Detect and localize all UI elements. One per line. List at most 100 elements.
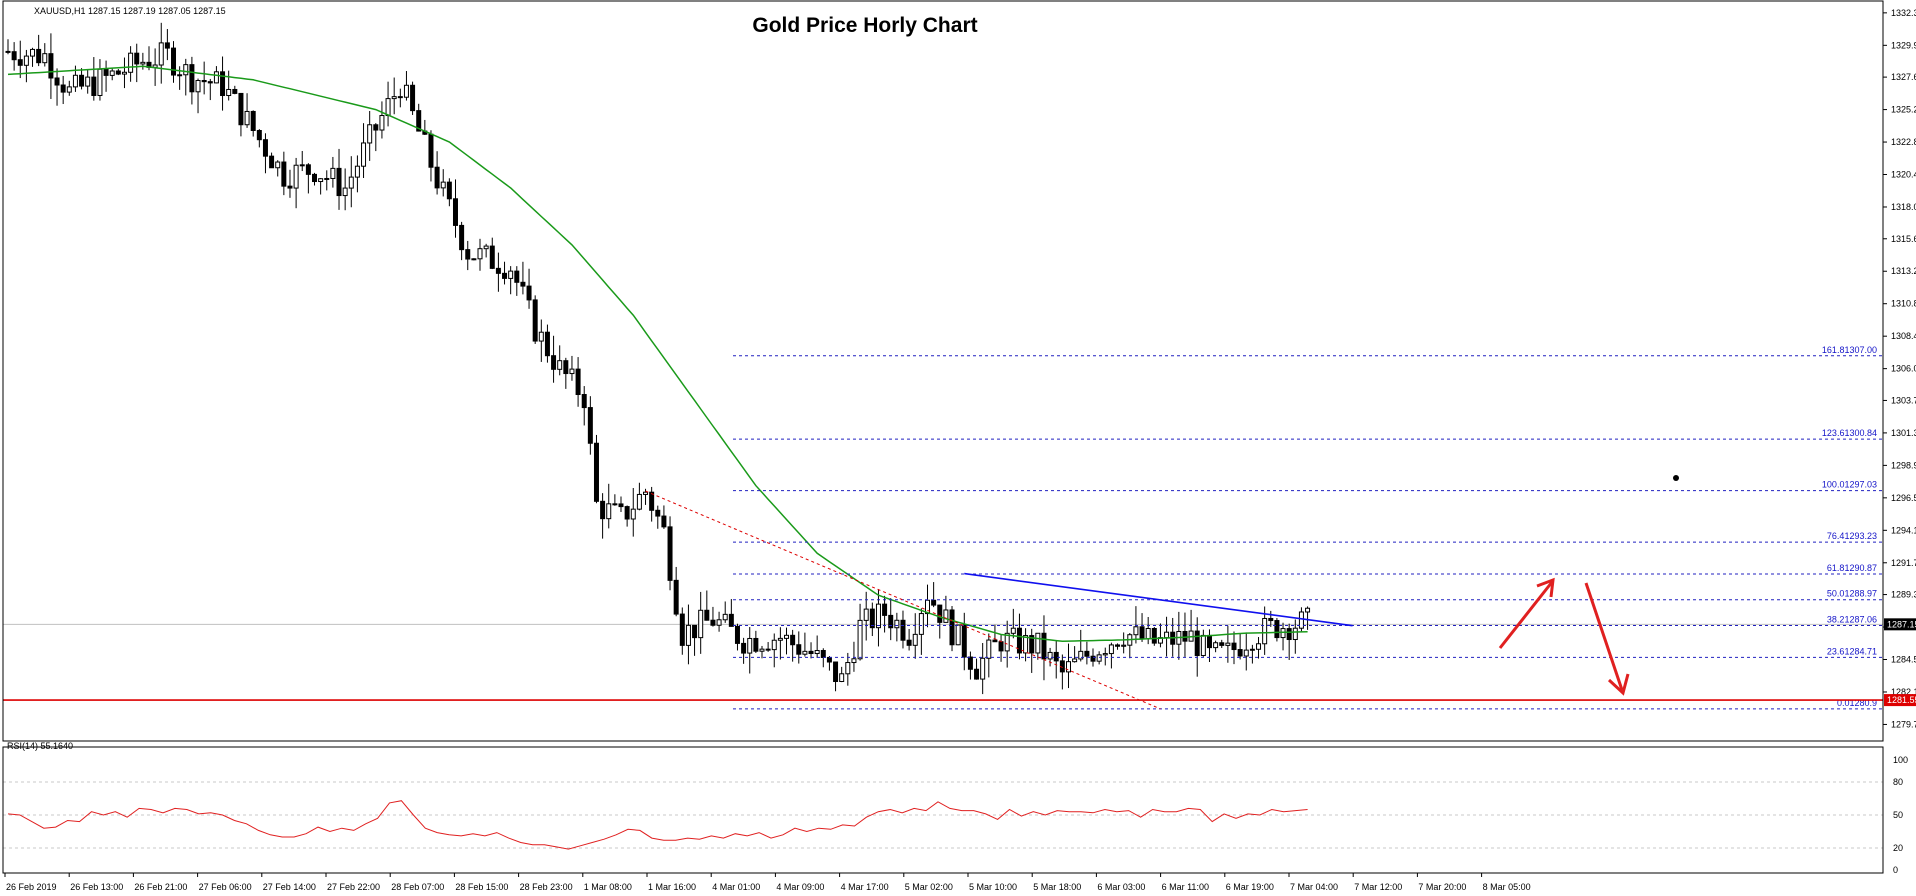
candle: [342, 168, 348, 211]
candle: [1102, 647, 1108, 666]
x-tick-label: 7 Mar 04:00: [1290, 882, 1338, 892]
candle: [587, 396, 593, 455]
candle: [618, 496, 624, 512]
candle: [1115, 643, 1121, 650]
candle: [489, 237, 495, 270]
candle: [220, 56, 226, 111]
last-price-tag: 1287.15: [1884, 618, 1916, 631]
y-tick-label: 1303.70: [1891, 395, 1916, 405]
candle: [312, 172, 317, 186]
candle: [17, 40, 23, 79]
candle: [459, 221, 465, 261]
svg-text:1287.15: 1287.15: [1887, 619, 1916, 629]
candle: [784, 627, 790, 655]
x-tick-label: 1 Mar 16:00: [648, 882, 696, 892]
candle: [845, 652, 851, 686]
fib-level-label: 161.81307.00: [1822, 345, 1877, 355]
svg-text:1281.55: 1281.55: [1887, 695, 1916, 705]
candle: [1151, 627, 1157, 646]
candle: [269, 152, 275, 169]
candle: [673, 566, 679, 617]
candle: [226, 70, 232, 101]
rsi-tick-label: 20: [1893, 843, 1903, 853]
candle: [514, 266, 520, 296]
candle: [471, 258, 477, 261]
candle: [495, 252, 501, 292]
candle: [1213, 640, 1219, 653]
candle: [765, 642, 771, 652]
candle: [183, 58, 189, 96]
candle: [575, 357, 581, 407]
candle: [508, 266, 514, 295]
candle: [747, 627, 753, 674]
x-tick-label: 5 Mar 02:00: [905, 882, 953, 892]
candle: [1035, 632, 1041, 660]
candle: [728, 599, 734, 627]
candle: [1292, 619, 1298, 654]
trend-lines: [3, 475, 1883, 710]
candle: [1305, 606, 1311, 630]
candle: [373, 123, 379, 152]
candle: [318, 178, 324, 195]
candle: [452, 179, 458, 238]
candle: [54, 68, 60, 106]
candle: [532, 295, 538, 344]
candle: [833, 661, 839, 692]
candle: [563, 357, 569, 389]
candle: [1249, 644, 1255, 664]
y-tick-label: 1327.60: [1891, 72, 1916, 82]
rsi-panel: [3, 781, 1883, 850]
candle: [244, 93, 250, 128]
candle: [685, 604, 691, 665]
y-tick-label: 1325.20: [1891, 105, 1916, 115]
candle: [655, 505, 661, 529]
candle: [1029, 628, 1035, 673]
x-tick-label: 5 Mar 18:00: [1033, 882, 1081, 892]
candle: [416, 103, 422, 132]
candle: [1072, 646, 1078, 663]
x-tick-label: 4 Mar 09:00: [776, 882, 824, 892]
candle: [851, 641, 857, 672]
x-tick-label: 4 Mar 17:00: [841, 882, 889, 892]
candle: [1047, 647, 1053, 667]
candle: [60, 75, 66, 105]
candle: [1108, 642, 1114, 669]
candle: [1053, 640, 1059, 679]
candle: [134, 43, 140, 83]
x-tick-label: 6 Mar 19:00: [1226, 882, 1274, 892]
up-arrow-head: [1536, 577, 1555, 598]
x-tick-label: 7 Mar 12:00: [1354, 882, 1402, 892]
candle: [771, 633, 777, 668]
candle: [109, 68, 115, 81]
candle: [1084, 641, 1090, 665]
candle: [557, 345, 563, 376]
x-tick-label: 28 Feb 23:00: [520, 882, 573, 892]
candle: [232, 85, 238, 95]
candle: [330, 156, 336, 188]
fib-level-label: 100.01297.03: [1822, 480, 1877, 490]
candle: [1286, 623, 1292, 660]
candle: [446, 178, 452, 207]
candle: [814, 635, 820, 658]
candle: [1243, 632, 1249, 671]
candle: [354, 155, 360, 193]
candle: [434, 151, 440, 195]
fib-level-label: 76.41293.23: [1827, 531, 1877, 541]
down-arrow: [1584, 582, 1624, 691]
candle: [606, 483, 612, 529]
moving-average-line: [7, 65, 1308, 642]
resistance-trendline: [964, 572, 1353, 627]
candle: [980, 643, 986, 695]
candle: [661, 505, 667, 529]
x-tick-label: 26 Feb 21:00: [134, 882, 187, 892]
candle: [121, 57, 127, 89]
candle: [293, 157, 299, 209]
candle: [581, 386, 587, 426]
candle: [692, 624, 698, 656]
candle: [526, 268, 532, 309]
candle: [195, 78, 201, 114]
candle: [23, 49, 29, 83]
y-tick-label: 1289.35: [1891, 590, 1916, 600]
candle: [262, 133, 268, 174]
candle: [569, 355, 575, 381]
